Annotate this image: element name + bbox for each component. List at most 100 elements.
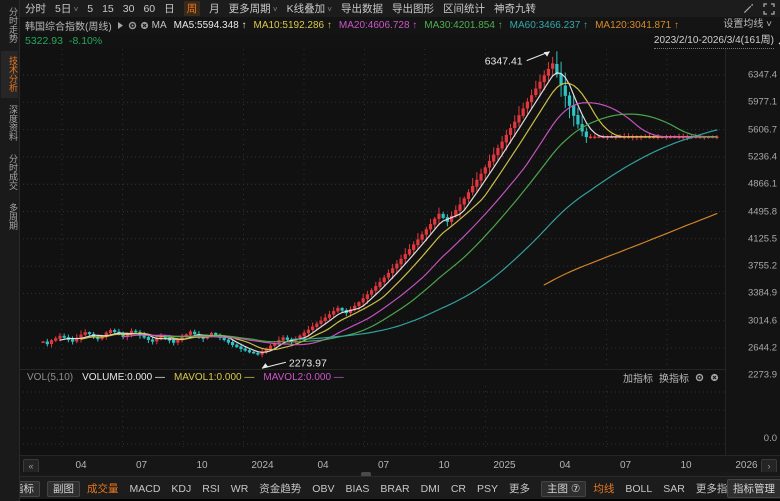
toolbar-item-4[interactable]: 30: [122, 2, 135, 15]
sub-indicator-PSY[interactable]: PSY: [477, 482, 499, 495]
ma-value-5: MA120:3041.871 ↑: [595, 19, 680, 31]
time-tick-11: 2026: [735, 460, 758, 471]
close-icon[interactable]: [710, 373, 719, 382]
instrument-name[interactable]: 韩国综合指数(周线): [25, 21, 112, 33]
sub-indicator-DMI[interactable]: DMI: [420, 482, 440, 495]
rail-item-multiperiod[interactable]: 多周期: [8, 203, 18, 230]
scroll-left-button[interactable]: «: [23, 459, 39, 475]
price-tick-2: 5606.7: [747, 124, 777, 136]
scrollbar-thumb[interactable]: [361, 472, 372, 477]
price-tick-3: 5236.4: [747, 151, 777, 163]
price-tick-11: 2273.9: [747, 369, 777, 381]
time-tick-1: 07: [135, 460, 148, 471]
ma-value-4: MA60:3466.237 ↑: [509, 19, 589, 31]
indicator-toolbar: 指标 副图 成交量 MACD KDJ RSI WR 资金趋势 OBV BIAS BRAR DMI CR P…: [0, 476, 780, 499]
time-tick-9: 07: [619, 460, 632, 471]
price-axis: 6347.4 5977.1 5606.7 5236.4 4866.1 4495.8 4125…: [725, 49, 780, 455]
toolbar-item-13[interactable]: 区间统计: [442, 3, 485, 15]
rail-item-data[interactable]: 深度资料: [8, 105, 18, 141]
volume-zero-label: 0.0: [763, 433, 777, 444]
volume-header: VOL(5,10) VOLUME:0.000 — MAVOL1:0.000 — MA…: [19, 370, 725, 385]
price-tick-1: 5977.1: [747, 96, 777, 108]
indicator-manage-button[interactable]: 指标管理: [727, 478, 780, 498]
toolbar-item-1[interactable]: 5日: [55, 1, 78, 16]
toolbar-item-6[interactable]: 日: [164, 3, 175, 15]
last-price: 5322.93: [25, 34, 63, 47]
volume-chart-svg: [19, 386, 725, 448]
toolbar-item-2[interactable]: 5: [87, 2, 94, 15]
set-ma-button[interactable]: 设置均线 ˅: [723, 19, 772, 30]
toolbar-item-8[interactable]: 月: [209, 3, 220, 15]
change-percent: -8.10%: [68, 34, 103, 47]
sub-indicator-KDJ[interactable]: KDJ: [171, 482, 192, 495]
rail-item-technical[interactable]: 技术分析: [1, 51, 18, 98]
price-chart-canvas[interactable]: 6347.41 2273.97: [19, 49, 725, 369]
sub-indicator-MACD[interactable]: MACD: [129, 482, 161, 495]
main-indicator-SAR[interactable]: SAR: [663, 482, 685, 495]
price-tick-10: 2644.2: [747, 342, 777, 354]
ma-value-2: MA20:4606.728 ↑: [338, 19, 418, 31]
left-nav-rail: 分时走势技术分析深度资料分时成交多周期: [0, 0, 20, 501]
main-indicator-均线[interactable]: 均线: [593, 482, 615, 495]
ma-values: 韩国综合指数(周线) MA MA5:5594.348 ↑ MA10:5192.28…: [19, 17, 780, 33]
sub-indicator-CR[interactable]: CR: [450, 482, 467, 495]
horizontal-scrollbar[interactable]: [19, 472, 780, 477]
toolbar-item-9[interactable]: 更多周期: [229, 1, 278, 16]
volume-panel[interactable]: VOL(5,10) VOLUME:0.000 — MAVOL1:0.000 — MA…: [19, 369, 725, 456]
low-price-label: 2273.97: [289, 357, 327, 369]
sub-indicator-RSI[interactable]: RSI: [202, 482, 220, 495]
time-tick-4: 04: [317, 460, 329, 471]
ma-value-0: MA5:5594.348 ↑: [173, 19, 247, 31]
time-tick-2: 10: [196, 460, 208, 471]
toolbar-item-14[interactable]: 神奇九转: [493, 3, 536, 15]
indicator-values-row: 韩国综合指数(周线) MA MA5:5594.348 ↑ MA10:5192.28…: [19, 17, 780, 33]
ma-value-3: MA30:4201.854 ↑: [424, 19, 503, 31]
time-tick-5: 07: [377, 460, 390, 471]
sub-indicator-成交量[interactable]: 成交量: [87, 482, 119, 495]
volume-entries: VOLUME:0.000 — MAVOL1:0.000 — MAVOL2:0.000…: [82, 372, 353, 383]
toolbar-item-0[interactable]: 分时: [25, 3, 46, 15]
pen-icon[interactable]: [742, 3, 754, 15]
indicator-toolbar-items: 指标 副图 成交量 MACD KDJ RSI WR 资金趋势 OBV BIAS BRAR DMI CR P…: [7, 480, 749, 497]
toolbar-item-12[interactable]: 导出图形: [391, 3, 434, 15]
rail-item-ticks[interactable]: 分时成交: [8, 154, 18, 190]
date-range-label[interactable]: 2023/2/10-2026/3/4(161周): [653, 33, 780, 49]
toolbar-item-10[interactable]: K线叠加: [287, 1, 332, 16]
sub-indicator-资金趋势[interactable]: 资金趋势: [259, 482, 302, 495]
toolbar-item-5[interactable]: 60: [143, 2, 156, 15]
sub-indicator-更多[interactable]: 更多: [509, 482, 531, 495]
price-tick-9: 3014.6: [747, 315, 777, 327]
toolbar-item-7[interactable]: 周: [183, 1, 201, 16]
toolbar-item-11[interactable]: 导出数据: [340, 3, 383, 15]
sub-indicator-WR[interactable]: WR: [230, 482, 249, 495]
main-indicator-BOLL[interactable]: BOLL: [625, 482, 653, 495]
price-chart-svg: 6347.41 2273.97: [19, 49, 725, 369]
sub-indicator-OBV[interactable]: OBV: [312, 482, 335, 495]
close-icon[interactable]: [140, 21, 149, 30]
fullscreen-icon[interactable]: [763, 2, 775, 15]
sub-indicator-BRAR[interactable]: BRAR: [380, 482, 410, 495]
date-range-text: 2023/2/10-2026/3/4(161周): [653, 35, 774, 46]
sub-indicator-BIAS[interactable]: BIAS: [345, 482, 370, 495]
time-tick-7: 2025: [493, 460, 516, 471]
switch-indicator-button[interactable]: 换指标: [659, 374, 689, 385]
rail-item-timeline[interactable]: 分时走势: [8, 7, 18, 43]
main-chart-group[interactable]: 主图 ⑦: [541, 480, 587, 497]
toolbar-item-3[interactable]: 15: [102, 2, 114, 15]
volume-entry-0: VOLUME:0.000 —: [82, 372, 165, 383]
price-tick-8: 3384.9: [747, 287, 777, 299]
gear-icon[interactable]: [128, 21, 137, 30]
indicator-group-1[interactable]: 副图: [47, 480, 80, 497]
indicator-label: MA: [151, 19, 167, 31]
gear-icon[interactable]: [695, 373, 704, 382]
price-tick-6: 4125.5: [747, 233, 777, 245]
add-indicator-button[interactable]: 加指标: [623, 374, 653, 385]
time-tick-8: 04: [559, 460, 571, 471]
price-tick-4: 4866.1: [747, 178, 777, 190]
play-icon[interactable]: [116, 21, 125, 30]
price-tick-5: 4495.8: [747, 206, 777, 217]
ma-value-1: MA10:5192.286 ↑: [253, 19, 332, 31]
